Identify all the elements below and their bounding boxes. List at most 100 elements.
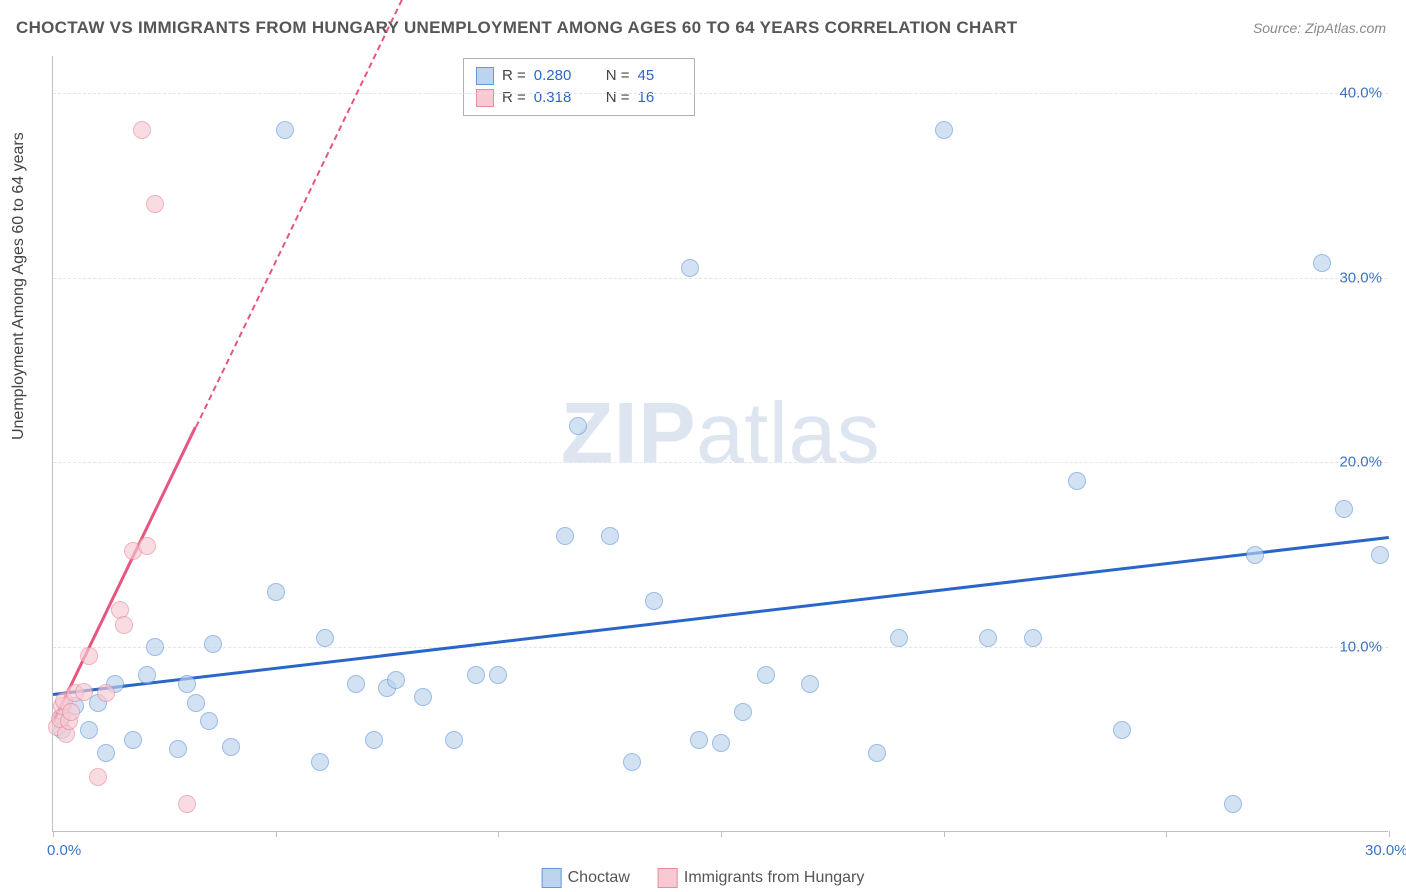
data-point xyxy=(690,731,708,749)
stats-row: R = 0.280 N = 45 xyxy=(476,65,682,87)
data-point xyxy=(133,121,151,139)
data-point xyxy=(414,688,432,706)
data-point xyxy=(890,629,908,647)
data-point xyxy=(124,731,142,749)
data-point xyxy=(311,753,329,771)
data-point xyxy=(80,721,98,739)
stats-r-label: R = xyxy=(502,87,526,109)
x-tick-label: 0.0% xyxy=(47,842,81,859)
data-point xyxy=(1313,254,1331,272)
data-point xyxy=(734,703,752,721)
data-point xyxy=(1246,546,1264,564)
legend-item: Immigrants from Hungary xyxy=(658,868,865,888)
legend-swatch xyxy=(476,67,494,85)
scatter-plot: ZIPatlas R = 0.280 N = 45 R = 0.318 N = 16 10.0… xyxy=(52,56,1388,832)
data-point xyxy=(146,638,164,656)
legend-label: Immigrants from Hungary xyxy=(684,869,865,886)
data-point xyxy=(80,647,98,665)
data-point xyxy=(979,629,997,647)
data-point xyxy=(601,527,619,545)
data-point xyxy=(935,121,953,139)
data-point xyxy=(169,740,187,758)
data-point xyxy=(316,629,334,647)
stats-legend-box: R = 0.280 N = 45 R = 0.318 N = 16 xyxy=(463,58,695,116)
stats-n-value: 16 xyxy=(638,87,682,109)
data-point xyxy=(97,684,115,702)
stats-row: R = 0.318 N = 16 xyxy=(476,87,682,109)
data-point xyxy=(347,675,365,693)
stats-n-label: N = xyxy=(606,65,630,87)
data-point xyxy=(62,703,80,721)
data-point xyxy=(178,675,196,693)
x-tick xyxy=(1389,831,1390,837)
data-point xyxy=(467,666,485,684)
data-point xyxy=(187,694,205,712)
watermark-atlas: atlas xyxy=(696,385,880,481)
trend-line xyxy=(195,0,433,427)
data-point xyxy=(1224,795,1242,813)
chart-title: CHOCTAW VS IMMIGRANTS FROM HUNGARY UNEMP… xyxy=(16,18,1017,38)
data-point xyxy=(1024,629,1042,647)
data-point xyxy=(1068,472,1086,490)
gridline xyxy=(53,647,1388,648)
data-point xyxy=(138,666,156,684)
source-attribution: Source: ZipAtlas.com xyxy=(1253,20,1386,36)
legend-swatch xyxy=(476,89,494,107)
stats-r-value: 0.280 xyxy=(534,65,578,87)
data-point xyxy=(89,768,107,786)
x-tick xyxy=(498,831,499,837)
stats-r-label: R = xyxy=(502,65,526,87)
legend-bottom: Choctaw Immigrants from Hungary xyxy=(542,868,865,888)
data-point xyxy=(569,417,587,435)
data-point xyxy=(868,744,886,762)
legend-swatch xyxy=(658,868,678,888)
data-point xyxy=(267,583,285,601)
x-tick xyxy=(1166,831,1167,837)
watermark: ZIPatlas xyxy=(561,384,880,483)
data-point xyxy=(276,121,294,139)
data-point xyxy=(200,712,218,730)
data-point xyxy=(138,537,156,555)
data-point xyxy=(146,195,164,213)
data-point xyxy=(445,731,463,749)
data-point xyxy=(489,666,507,684)
trend-line xyxy=(53,536,1389,696)
stats-n-value: 45 xyxy=(638,65,682,87)
x-tick xyxy=(53,831,54,837)
y-tick-label: 20.0% xyxy=(1339,454,1382,471)
x-tick-label: 30.0% xyxy=(1365,842,1406,859)
data-point xyxy=(387,671,405,689)
gridline xyxy=(53,278,1388,279)
stats-n-label: N = xyxy=(606,87,630,109)
data-point xyxy=(97,744,115,762)
legend-label: Choctaw xyxy=(568,869,630,886)
data-point xyxy=(75,683,93,701)
legend-swatch xyxy=(542,868,562,888)
data-point xyxy=(178,795,196,813)
x-tick xyxy=(721,831,722,837)
y-axis-label: Unemployment Among Ages 60 to 64 years xyxy=(10,132,28,440)
stats-r-value: 0.318 xyxy=(534,87,578,109)
x-tick xyxy=(944,831,945,837)
data-point xyxy=(645,592,663,610)
data-point xyxy=(115,616,133,634)
data-point xyxy=(623,753,641,771)
gridline xyxy=(53,93,1388,94)
legend-item: Choctaw xyxy=(542,868,630,888)
data-point xyxy=(681,259,699,277)
y-tick-label: 10.0% xyxy=(1339,639,1382,656)
data-point xyxy=(204,635,222,653)
y-tick-label: 40.0% xyxy=(1339,84,1382,101)
data-point xyxy=(1371,546,1389,564)
x-tick xyxy=(276,831,277,837)
data-point xyxy=(1113,721,1131,739)
data-point xyxy=(757,666,775,684)
data-point xyxy=(1335,500,1353,518)
data-point xyxy=(801,675,819,693)
data-point xyxy=(712,734,730,752)
data-point xyxy=(222,738,240,756)
gridline xyxy=(53,462,1388,463)
data-point xyxy=(556,527,574,545)
y-tick-label: 30.0% xyxy=(1339,269,1382,286)
data-point xyxy=(365,731,383,749)
